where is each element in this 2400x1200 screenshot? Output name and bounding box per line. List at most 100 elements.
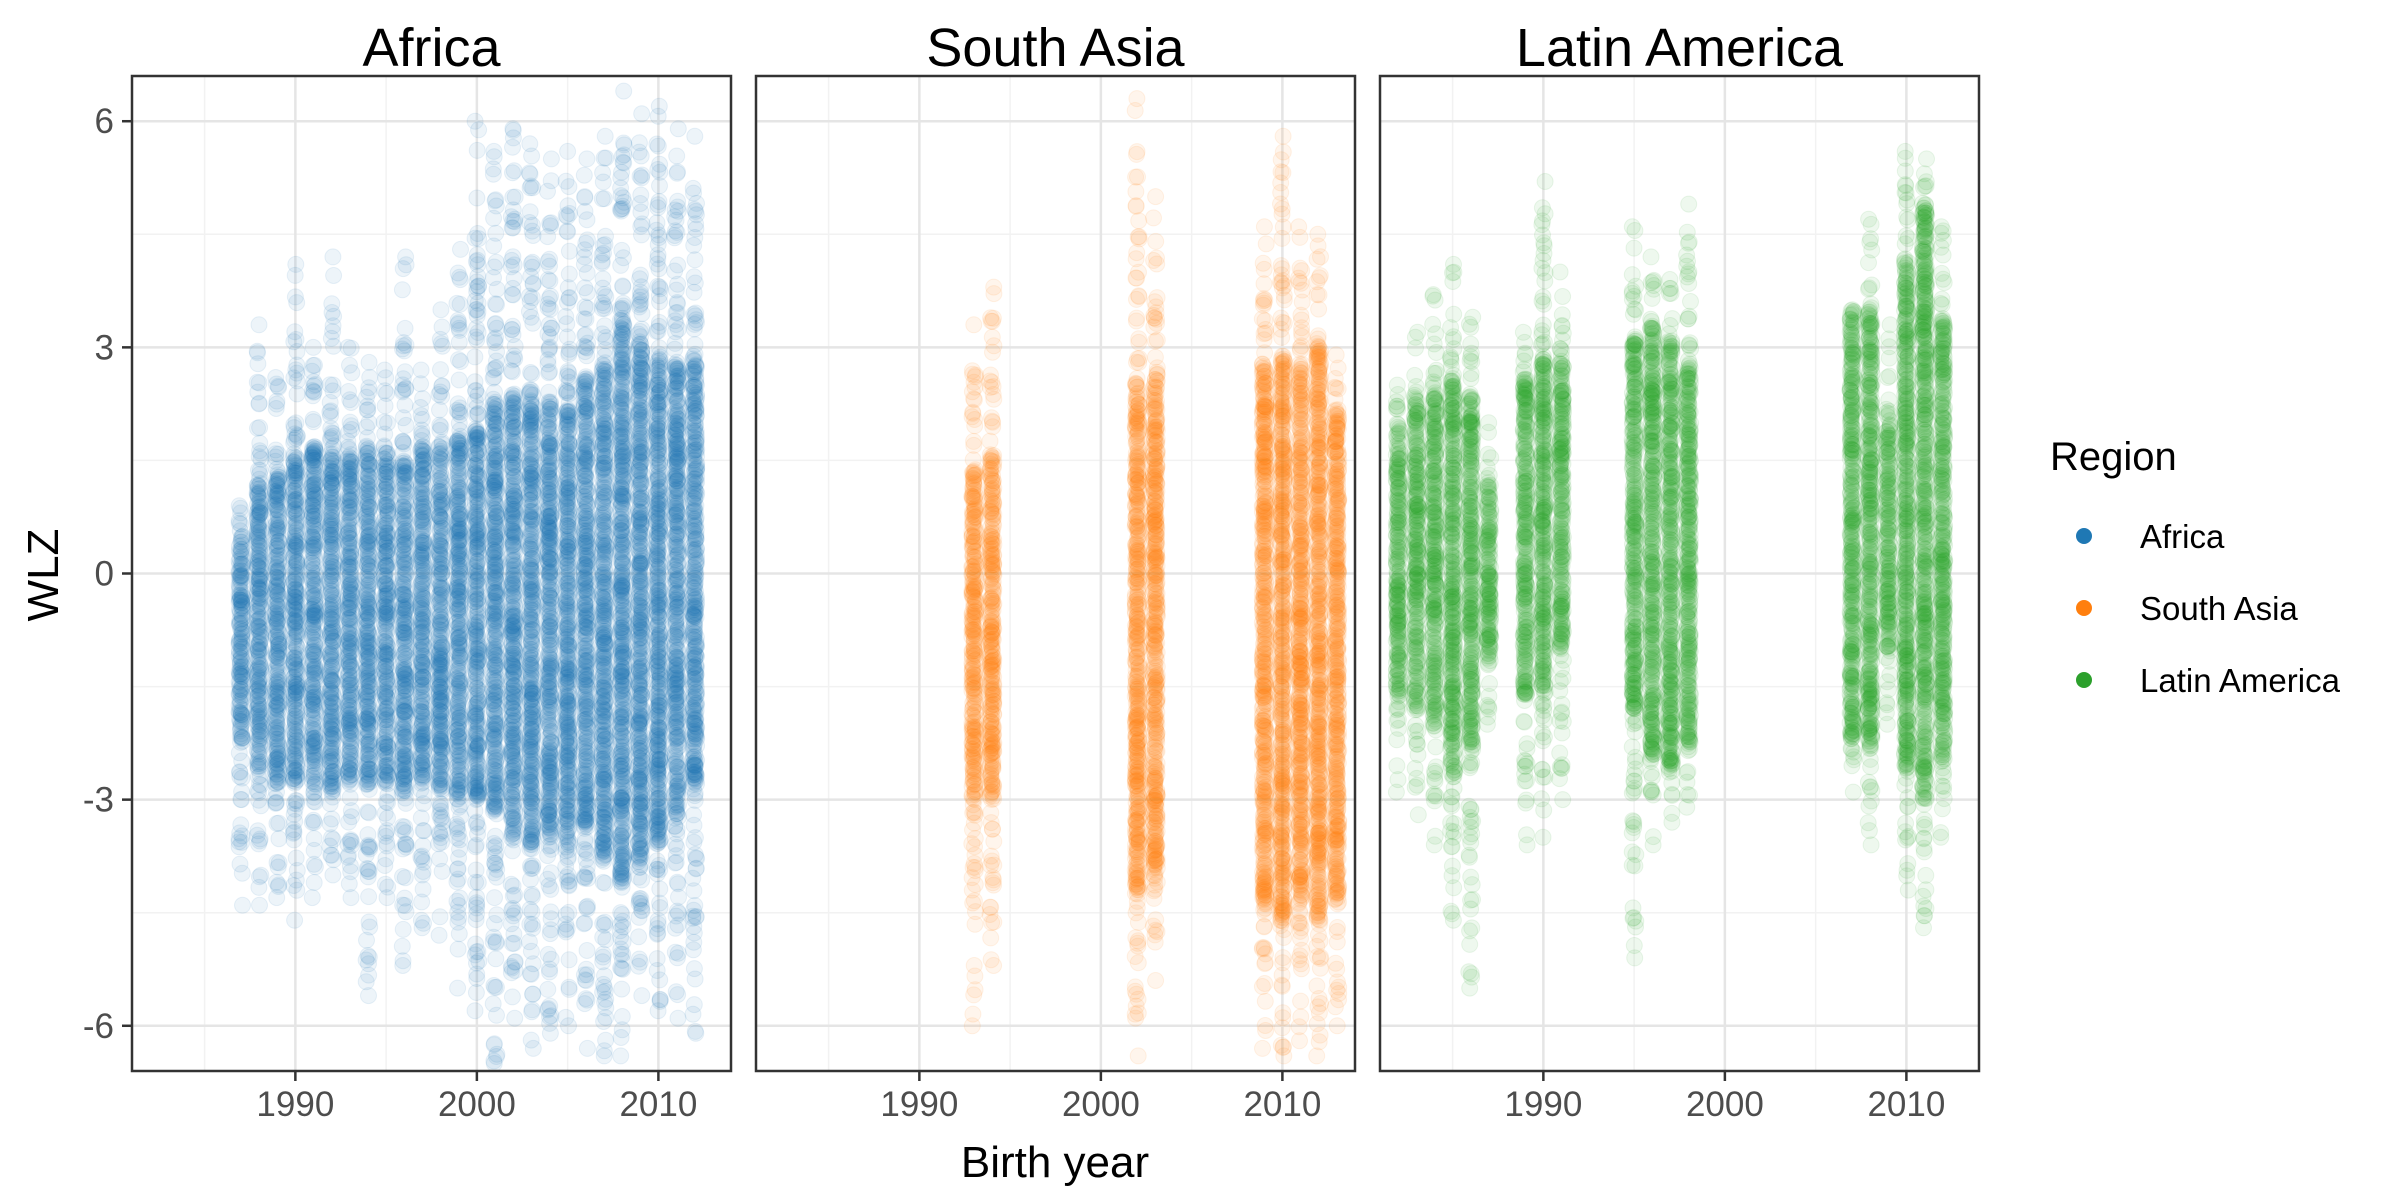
data-point [413, 782, 429, 798]
data-point [286, 832, 302, 848]
data-point [452, 890, 468, 906]
panels-layer: 1990 2000 2010Africa630-3-61990 2000 2010Sou… [83, 18, 1979, 1124]
data-point [395, 338, 411, 354]
data-point [231, 543, 247, 559]
data-point [453, 646, 469, 662]
data-point [269, 766, 285, 782]
data-point [450, 630, 466, 646]
data-point [362, 499, 378, 515]
data-point [468, 714, 484, 730]
data-point [304, 540, 320, 556]
data-point [289, 760, 305, 776]
data-point [416, 496, 432, 512]
data-point [305, 339, 321, 355]
data-point [433, 302, 449, 318]
data-point [343, 643, 359, 659]
data-point [449, 821, 465, 837]
data-point [431, 927, 447, 943]
data-point [471, 953, 487, 969]
data-point [252, 420, 268, 436]
data-point [467, 1003, 483, 1019]
data-point [343, 467, 359, 483]
data-point [487, 406, 503, 422]
data-point [342, 677, 358, 693]
data-point [471, 640, 487, 656]
data-point [431, 450, 447, 466]
data-point [433, 771, 449, 787]
data-point [269, 816, 285, 832]
data-point [487, 715, 503, 731]
data-point [271, 513, 287, 529]
data-point [469, 659, 485, 675]
data-point [394, 282, 410, 298]
data-point [450, 871, 466, 887]
data-point [468, 421, 484, 437]
data-point [288, 709, 304, 725]
data-point [470, 737, 486, 753]
data-point [452, 423, 468, 439]
data-point [414, 920, 430, 936]
data-point [289, 373, 305, 389]
data-point [304, 555, 320, 571]
data-point [269, 580, 285, 596]
data-point [305, 358, 321, 374]
data-point [325, 428, 341, 444]
data-point [253, 777, 269, 793]
data-point [378, 658, 394, 674]
data-point [322, 586, 338, 602]
data-point [289, 651, 305, 667]
data-point [360, 804, 376, 820]
data-point [470, 521, 486, 537]
data-point [470, 304, 486, 320]
data-point [361, 520, 377, 536]
data-point [304, 890, 320, 906]
data-point [325, 667, 341, 683]
data-point [250, 823, 266, 839]
data-point [432, 909, 448, 925]
data-point [252, 657, 268, 673]
data-point [487, 596, 503, 612]
data-point [232, 588, 248, 604]
data-point [325, 789, 341, 805]
data-point [343, 890, 359, 906]
data-point [306, 414, 322, 430]
data-point [398, 729, 414, 745]
data-point [377, 560, 393, 576]
data-point [322, 627, 338, 643]
data-point [467, 349, 483, 365]
data-point [380, 740, 396, 756]
data-point [307, 503, 323, 519]
data-point [489, 907, 505, 923]
data-point [468, 874, 484, 890]
data-point [343, 549, 359, 565]
data-point [395, 869, 411, 885]
data-point [377, 684, 393, 700]
data-point [468, 482, 484, 498]
data-point [344, 809, 360, 825]
data-point [487, 890, 503, 906]
data-point [415, 823, 431, 839]
data-point [380, 606, 396, 622]
data-point [468, 564, 484, 580]
data-point [268, 485, 284, 501]
data-point [288, 415, 304, 431]
data-point [232, 856, 248, 872]
data-point [449, 521, 465, 537]
data-point [471, 496, 487, 512]
data-point [378, 515, 394, 531]
data-point [288, 850, 304, 866]
data-point [379, 838, 395, 854]
data-point [234, 770, 250, 786]
data-point [322, 570, 338, 586]
data-point [251, 317, 267, 333]
data-point [432, 851, 448, 867]
data-point [305, 624, 321, 640]
data-point [377, 764, 393, 780]
data-point [395, 516, 411, 532]
data-point [485, 166, 501, 182]
data-point [361, 482, 377, 498]
data-point [432, 471, 448, 487]
data-point [394, 785, 410, 801]
data-point [325, 867, 341, 883]
